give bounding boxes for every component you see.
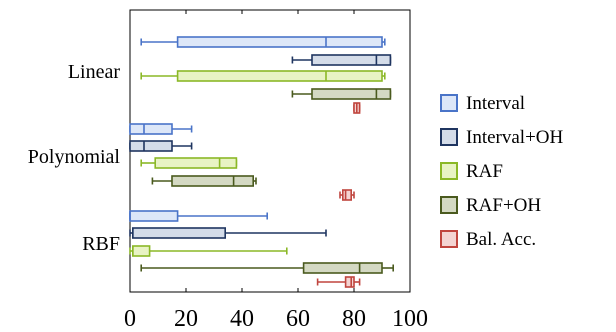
box-rbf-interval-oh	[129, 227, 327, 239]
y-axis: Linear Polynomial RBF	[28, 61, 121, 255]
legend-swatch	[440, 128, 458, 146]
legend-item: RAF+OH	[440, 195, 541, 216]
box-polynomial-interval-oh	[129, 140, 193, 152]
box-rbf-raf	[129, 245, 288, 257]
legend-label: Interval+OH	[466, 127, 564, 148]
legend: Interval Interval+OH RAF RAF+OH Bal. Acc.	[440, 93, 564, 250]
legend-label: RAF	[466, 161, 503, 182]
iqr-box	[341, 189, 352, 201]
iqr-box	[132, 245, 151, 257]
legend-item: Interval+OH	[440, 127, 564, 148]
legend-swatch	[440, 162, 458, 180]
legend-label: Bal. Acc.	[466, 229, 536, 250]
x-tick-label: 0	[124, 306, 136, 332]
y-category-label: Linear	[68, 61, 121, 83]
box-linear-bal-acc	[353, 102, 361, 114]
box-rbf-interval	[129, 210, 269, 222]
iqr-box	[129, 210, 179, 222]
iqr-box	[176, 36, 383, 48]
x-tick-label: 60	[286, 306, 310, 332]
box-polynomial-bal-acc	[339, 189, 355, 201]
iqr-box	[344, 276, 355, 288]
iqr-box	[302, 262, 383, 274]
legend-swatch	[440, 196, 458, 214]
iqr-box	[311, 54, 392, 66]
y-category-label: RBF	[82, 233, 120, 255]
x-tick-label: 100	[392, 306, 428, 332]
iqr-box	[176, 70, 383, 82]
box-linear-raf	[140, 70, 386, 82]
box-polynomial-interval	[129, 123, 193, 135]
legend-item: RAF	[440, 161, 503, 182]
iqr-box	[129, 123, 173, 135]
box-rbf-bal-acc	[316, 276, 361, 288]
legend-item: Bal. Acc.	[440, 229, 536, 250]
box-polynomial-raf	[140, 157, 238, 169]
box-linear-raf-oh	[291, 88, 392, 100]
box-linear-interval	[140, 36, 386, 48]
legend-label: Interval	[466, 93, 525, 114]
iqr-box	[129, 140, 173, 152]
plot-area	[129, 9, 411, 293]
iqr-box	[311, 88, 392, 100]
iqr-box	[132, 227, 227, 239]
x-tick-label: 80	[342, 306, 366, 332]
legend-swatch	[440, 230, 458, 248]
x-tick-label: 20	[174, 306, 198, 332]
legend-swatch	[440, 94, 458, 112]
box-polynomial-raf-oh	[151, 175, 257, 187]
iqr-box	[154, 157, 238, 169]
legend-item: Interval	[440, 93, 525, 114]
box-linear-interval-oh	[291, 54, 392, 66]
box-rbf-raf-oh	[140, 262, 395, 274]
y-category-label: Polynomial	[28, 146, 121, 168]
iqr-box	[171, 175, 254, 187]
x-tick-label: 40	[230, 306, 254, 332]
legend-label: RAF+OH	[466, 195, 541, 216]
x-axis: 0 20 40 60 80 100	[124, 10, 428, 332]
